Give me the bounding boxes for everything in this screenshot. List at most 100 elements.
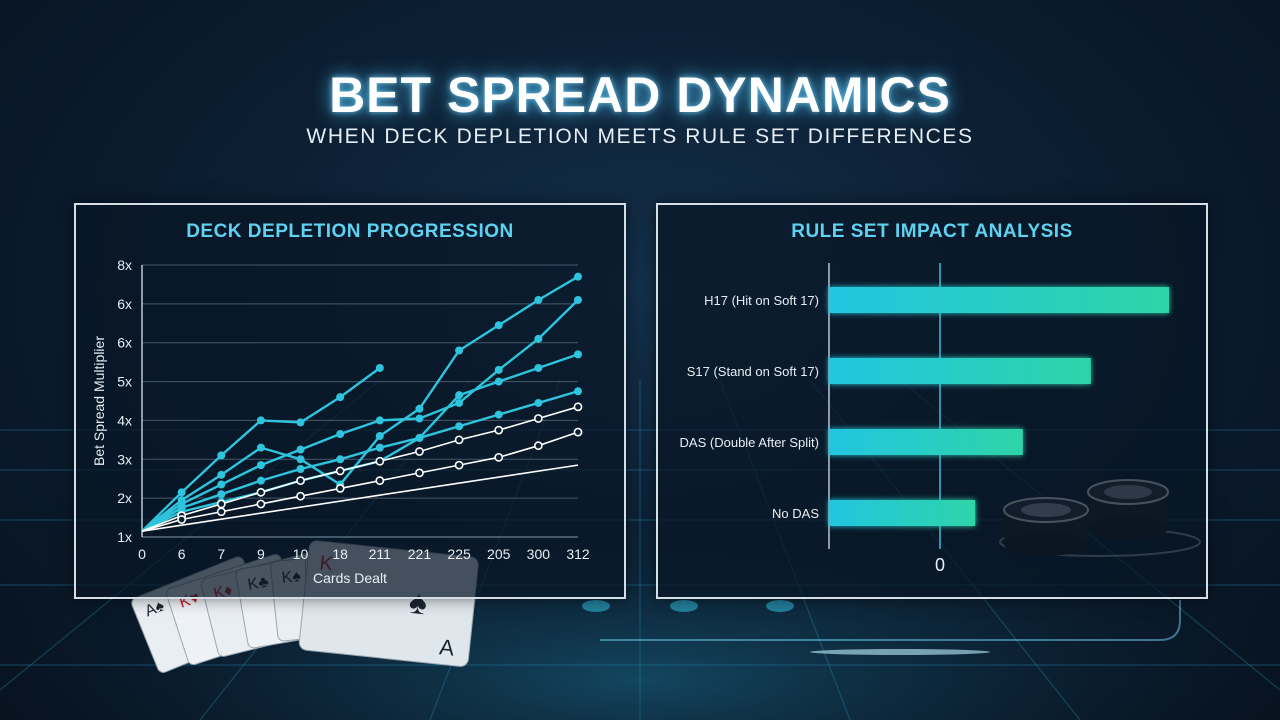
data-point <box>494 377 503 386</box>
x-tick-label: 0 <box>935 555 945 575</box>
data-point <box>494 365 503 374</box>
x-tick-label: 0 <box>138 546 146 562</box>
data-point <box>375 476 385 486</box>
data-point <box>375 431 384 440</box>
data-point <box>455 346 464 355</box>
bar-category-label: DAS (Double After Split) <box>680 435 819 450</box>
data-point <box>415 404 424 413</box>
x-tick-label: 221 <box>408 546 432 562</box>
data-point <box>217 470 226 479</box>
data-point <box>256 443 265 452</box>
x-tick-label: 205 <box>487 546 511 562</box>
data-point <box>574 387 582 396</box>
x-tick-label: 312 <box>566 546 590 562</box>
data-point <box>574 295 582 304</box>
series-line-6 <box>141 431 579 532</box>
line-chart-title: DECK DEPLETION PROGRESSION <box>186 221 514 242</box>
y-tick-label: 6x <box>117 335 132 351</box>
series-line-2 <box>141 299 579 533</box>
data-point <box>256 487 266 497</box>
data-point <box>296 476 305 486</box>
data-point <box>336 455 345 464</box>
x-tick-label: 18 <box>332 546 348 562</box>
x-tick-label: 300 <box>527 546 551 562</box>
data-point <box>375 443 384 452</box>
x-tick-label: 225 <box>447 546 471 562</box>
bar <box>829 287 1169 313</box>
y-tick-label: 3x <box>117 451 132 467</box>
data-point <box>256 461 265 470</box>
bar-category-label: No DAS <box>772 506 819 521</box>
data-point <box>335 466 345 476</box>
x-tick-label: 6 <box>178 546 186 562</box>
data-point <box>336 393 345 402</box>
data-point <box>494 410 503 419</box>
data-point <box>494 452 504 462</box>
y-tick-label: 8x <box>117 257 132 273</box>
series-line-5 <box>141 406 579 532</box>
data-point <box>375 456 385 466</box>
data-point <box>415 468 424 478</box>
data-point <box>375 363 384 372</box>
data-point <box>217 451 226 460</box>
data-point <box>534 295 543 304</box>
deck-depletion-panel: DECK DEPLETION PROGRESSION 1x 2x 3x 4x 5x 6x 6… <box>74 203 626 599</box>
data-point <box>256 416 265 425</box>
data-point <box>454 435 464 445</box>
data-point <box>296 491 305 501</box>
data-point <box>296 445 305 454</box>
data-point <box>494 321 503 330</box>
data-point <box>375 416 384 425</box>
data-point <box>533 441 543 451</box>
series-line-3 <box>141 353 579 533</box>
data-point <box>256 476 265 485</box>
data-point <box>216 507 226 517</box>
data-point <box>217 490 226 499</box>
data-point <box>574 272 582 281</box>
data-point <box>217 480 226 489</box>
series-line-7 <box>141 464 579 532</box>
data-point <box>336 430 345 439</box>
data-point <box>177 488 186 497</box>
line-chart: 1x 2x 3x 4x 5x 6x 6x 8x 0 6 7 9 10 18 211 221 225 205 300 3… <box>91 257 590 586</box>
bar-category-label: H17 (Hit on Soft 17) <box>704 293 819 308</box>
data-point <box>534 398 543 407</box>
data-point <box>573 427 583 437</box>
data-point <box>216 499 226 509</box>
data-point <box>574 350 582 359</box>
x-tick-label: 7 <box>217 546 225 562</box>
data-point <box>455 391 464 400</box>
x-axis-label: Cards Dealt <box>313 570 387 586</box>
data-point <box>455 398 464 407</box>
bar <box>829 429 1023 455</box>
series-line-1 <box>141 275 579 533</box>
data-point <box>335 484 345 493</box>
data-point <box>455 422 464 431</box>
x-tick-label: 10 <box>293 546 309 562</box>
data-point <box>534 334 543 343</box>
bar-category-label: S17 (Stand on Soft 17) <box>687 364 819 379</box>
data-point <box>177 515 187 524</box>
bar <box>829 358 1091 384</box>
bar-chart-title: RULE SET IMPACT ANALYSIS <box>791 221 1073 242</box>
rule-set-panel: RULE SET IMPACT ANALYSIS H17 (Hit on Sof… <box>656 203 1208 599</box>
svg-text:A♠: A♠ <box>143 597 168 620</box>
data-point <box>415 414 424 423</box>
data-point <box>415 447 424 456</box>
page-title: BET SPREAD DYNAMICS <box>329 67 951 123</box>
data-point <box>533 414 543 423</box>
bar <box>829 500 976 526</box>
x-tick-label: 211 <box>369 546 392 562</box>
data-point <box>573 402 583 412</box>
bar-chart: H17 (Hit on Soft 17) S17 (Stand on Soft 1… <box>680 263 1169 575</box>
y-tick-label: 5x <box>117 374 132 390</box>
data-point <box>296 455 305 464</box>
data-point <box>296 465 305 473</box>
data-point <box>494 425 504 435</box>
y-tick-label: 2x <box>117 490 132 506</box>
y-tick-label: 6x <box>117 296 132 312</box>
page-subtitle: WHEN DECK DEPLETION MEETS RULE SET DIFFE… <box>306 125 974 148</box>
y-axis-label: Bet Spread Multiplier <box>91 336 107 466</box>
data-point <box>534 363 543 372</box>
y-tick-label: 1x <box>117 529 132 545</box>
